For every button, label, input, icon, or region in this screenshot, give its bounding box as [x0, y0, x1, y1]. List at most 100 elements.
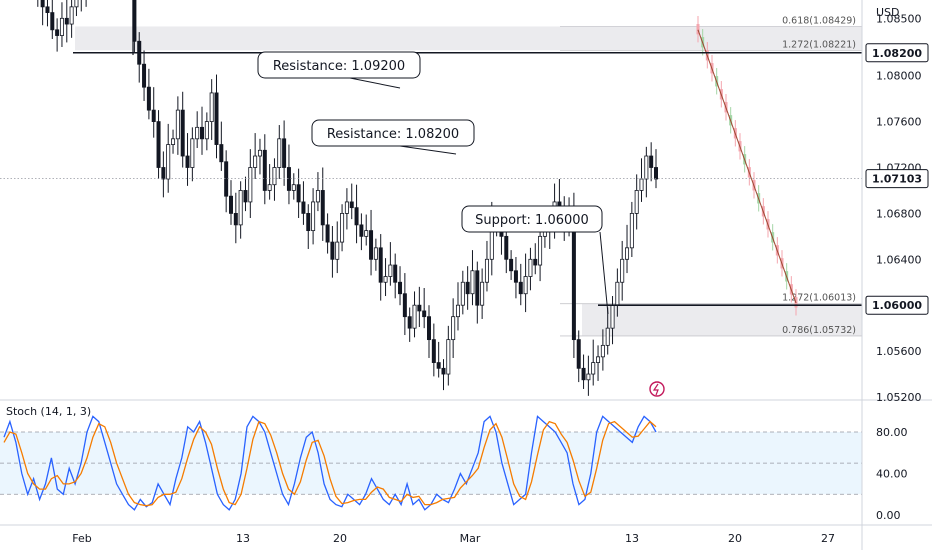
candle-body	[654, 167, 659, 180]
time-tick-label: Mar	[460, 532, 481, 545]
candle-body	[417, 304, 422, 312]
candle-body	[422, 310, 427, 318]
projection-path-lower	[697, 29, 797, 304]
candle-body	[484, 258, 489, 283]
stoch-tick-label: 40.00	[876, 468, 908, 481]
time-tick-label: 20	[333, 532, 347, 545]
candle-body	[344, 201, 349, 214]
candle-body	[340, 212, 345, 243]
candle-body	[161, 167, 166, 180]
candle-body	[69, 6, 74, 25]
candle-body	[204, 121, 209, 140]
price-tick-label: 1.06800	[876, 207, 922, 220]
candle-body	[156, 121, 161, 168]
candle-body	[320, 190, 325, 226]
candle-body	[605, 327, 610, 346]
candle-body	[301, 201, 306, 214]
candle-body	[412, 304, 417, 329]
candle-body	[378, 247, 383, 283]
candle-body	[634, 190, 639, 214]
candle-body	[257, 149, 262, 157]
time-tick-label: 13	[236, 532, 250, 545]
candle-body	[436, 362, 441, 369]
candle-body	[267, 184, 272, 191]
fib-label: 1.272(1.06013)	[782, 293, 856, 304]
stoch-tick-label: 0.00	[876, 509, 901, 522]
callout-text: Support: 1.06000	[475, 213, 589, 228]
candle-body	[50, 12, 55, 31]
callout-box	[257, 51, 421, 79]
resistance-zone-lower	[75, 26, 862, 51]
price-tick-label: 1.08000	[876, 70, 922, 83]
support-zone	[582, 303, 862, 336]
time-tick-label: 20	[728, 532, 742, 545]
candle-body	[383, 276, 388, 283]
candle-body	[470, 270, 475, 295]
candle-body	[581, 367, 586, 381]
candle-body	[233, 212, 238, 226]
candle-body	[45, 6, 50, 13]
candle-body	[460, 281, 465, 306]
candle-body	[475, 270, 480, 306]
candle-body	[253, 155, 258, 168]
candle-body	[282, 138, 287, 168]
callout-text: Resistance: 1.08200	[327, 127, 459, 142]
candle-body	[325, 224, 330, 243]
stoch-tick-label: 80.00	[876, 426, 908, 439]
candle-body	[195, 126, 200, 140]
stoch-d-line	[3, 420, 657, 507]
candle-body	[407, 316, 412, 329]
time-tick-label: 27	[821, 532, 835, 545]
lightning-bolt-icon	[652, 383, 659, 396]
candle-body	[600, 344, 605, 358]
candle-body	[586, 373, 591, 381]
candle-body	[262, 149, 267, 191]
candle-body	[248, 167, 253, 203]
price-tick-label: 1.05200	[876, 391, 922, 404]
candle-body	[190, 138, 195, 168]
fib-label: 0.618(1.08429)	[782, 15, 856, 26]
candle-body	[513, 270, 518, 283]
level-price-badge	[865, 43, 929, 63]
candle-body	[55, 29, 60, 36]
stoch-title: Stoch (14, 1, 3)	[6, 405, 91, 418]
candle-body	[504, 235, 509, 260]
candle-body	[180, 109, 185, 157]
candle-body	[398, 281, 403, 295]
callout-pointer	[599, 231, 609, 315]
callout: Support: 1.06000	[461, 205, 609, 315]
candle-body	[441, 367, 446, 375]
candle-body	[388, 264, 393, 277]
candle-body	[219, 144, 224, 163]
time-tick-label: Feb	[72, 532, 91, 545]
candle-body	[175, 109, 180, 140]
candle-body	[209, 92, 214, 122]
candle-body	[349, 201, 354, 209]
candle-body	[625, 247, 630, 260]
callout: Resistance: 1.08200	[311, 119, 475, 155]
candle-body	[74, 0, 79, 8]
candle-body	[427, 316, 432, 341]
candle-body	[644, 155, 649, 180]
price-tick-label: 1.06400	[876, 253, 922, 266]
callout-text: Resistance: 1.09200	[273, 59, 405, 74]
candle-body	[615, 281, 620, 306]
callout-box	[311, 119, 475, 147]
candle-body	[591, 362, 596, 375]
candle-body	[166, 144, 171, 180]
candle-body	[455, 304, 460, 318]
last-price-text: 1.07103	[872, 173, 922, 186]
candle-body	[243, 190, 248, 203]
candle-body	[523, 276, 528, 295]
candle-body	[610, 304, 615, 329]
level-price-badge	[865, 295, 929, 315]
candle-body	[296, 184, 301, 203]
candle-body	[518, 281, 523, 295]
candle-body	[238, 190, 243, 226]
candle-body	[171, 138, 176, 145]
candle-body	[40, 0, 45, 8]
last-price-badge	[865, 169, 929, 189]
candle-body	[200, 126, 205, 140]
